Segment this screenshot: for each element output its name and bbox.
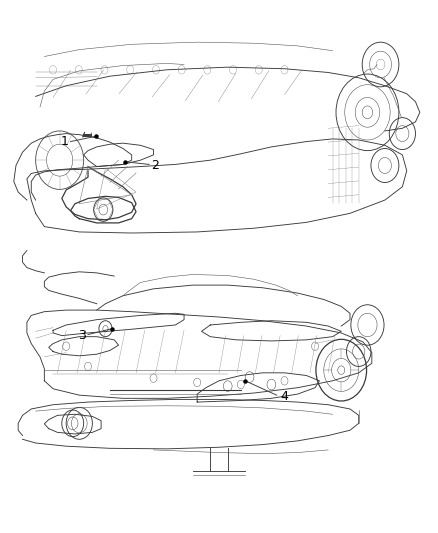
Text: 2: 2 [151, 159, 159, 172]
Text: 4: 4 [280, 390, 288, 403]
Text: 3: 3 [78, 329, 86, 342]
Text: 1: 1 [60, 135, 68, 148]
